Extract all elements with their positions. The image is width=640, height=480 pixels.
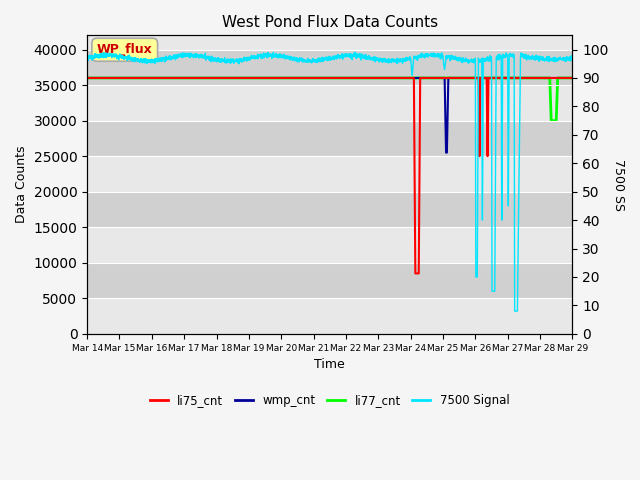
Bar bbox=[87, 49, 572, 85]
Y-axis label: 7500 SS: 7500 SS bbox=[612, 158, 625, 211]
Bar bbox=[87, 120, 572, 156]
Text: WP_flux: WP_flux bbox=[97, 43, 152, 56]
Bar bbox=[87, 156, 572, 192]
Bar bbox=[87, 227, 572, 263]
Bar bbox=[87, 298, 572, 334]
X-axis label: Time: Time bbox=[314, 358, 345, 371]
Bar bbox=[87, 263, 572, 298]
Bar bbox=[87, 192, 572, 227]
Y-axis label: Data Counts: Data Counts bbox=[15, 146, 28, 223]
Legend: li75_cnt, wmp_cnt, li77_cnt, 7500 Signal: li75_cnt, wmp_cnt, li77_cnt, 7500 Signal bbox=[145, 389, 514, 411]
Title: West Pond Flux Data Counts: West Pond Flux Data Counts bbox=[221, 15, 438, 30]
Bar bbox=[87, 85, 572, 120]
